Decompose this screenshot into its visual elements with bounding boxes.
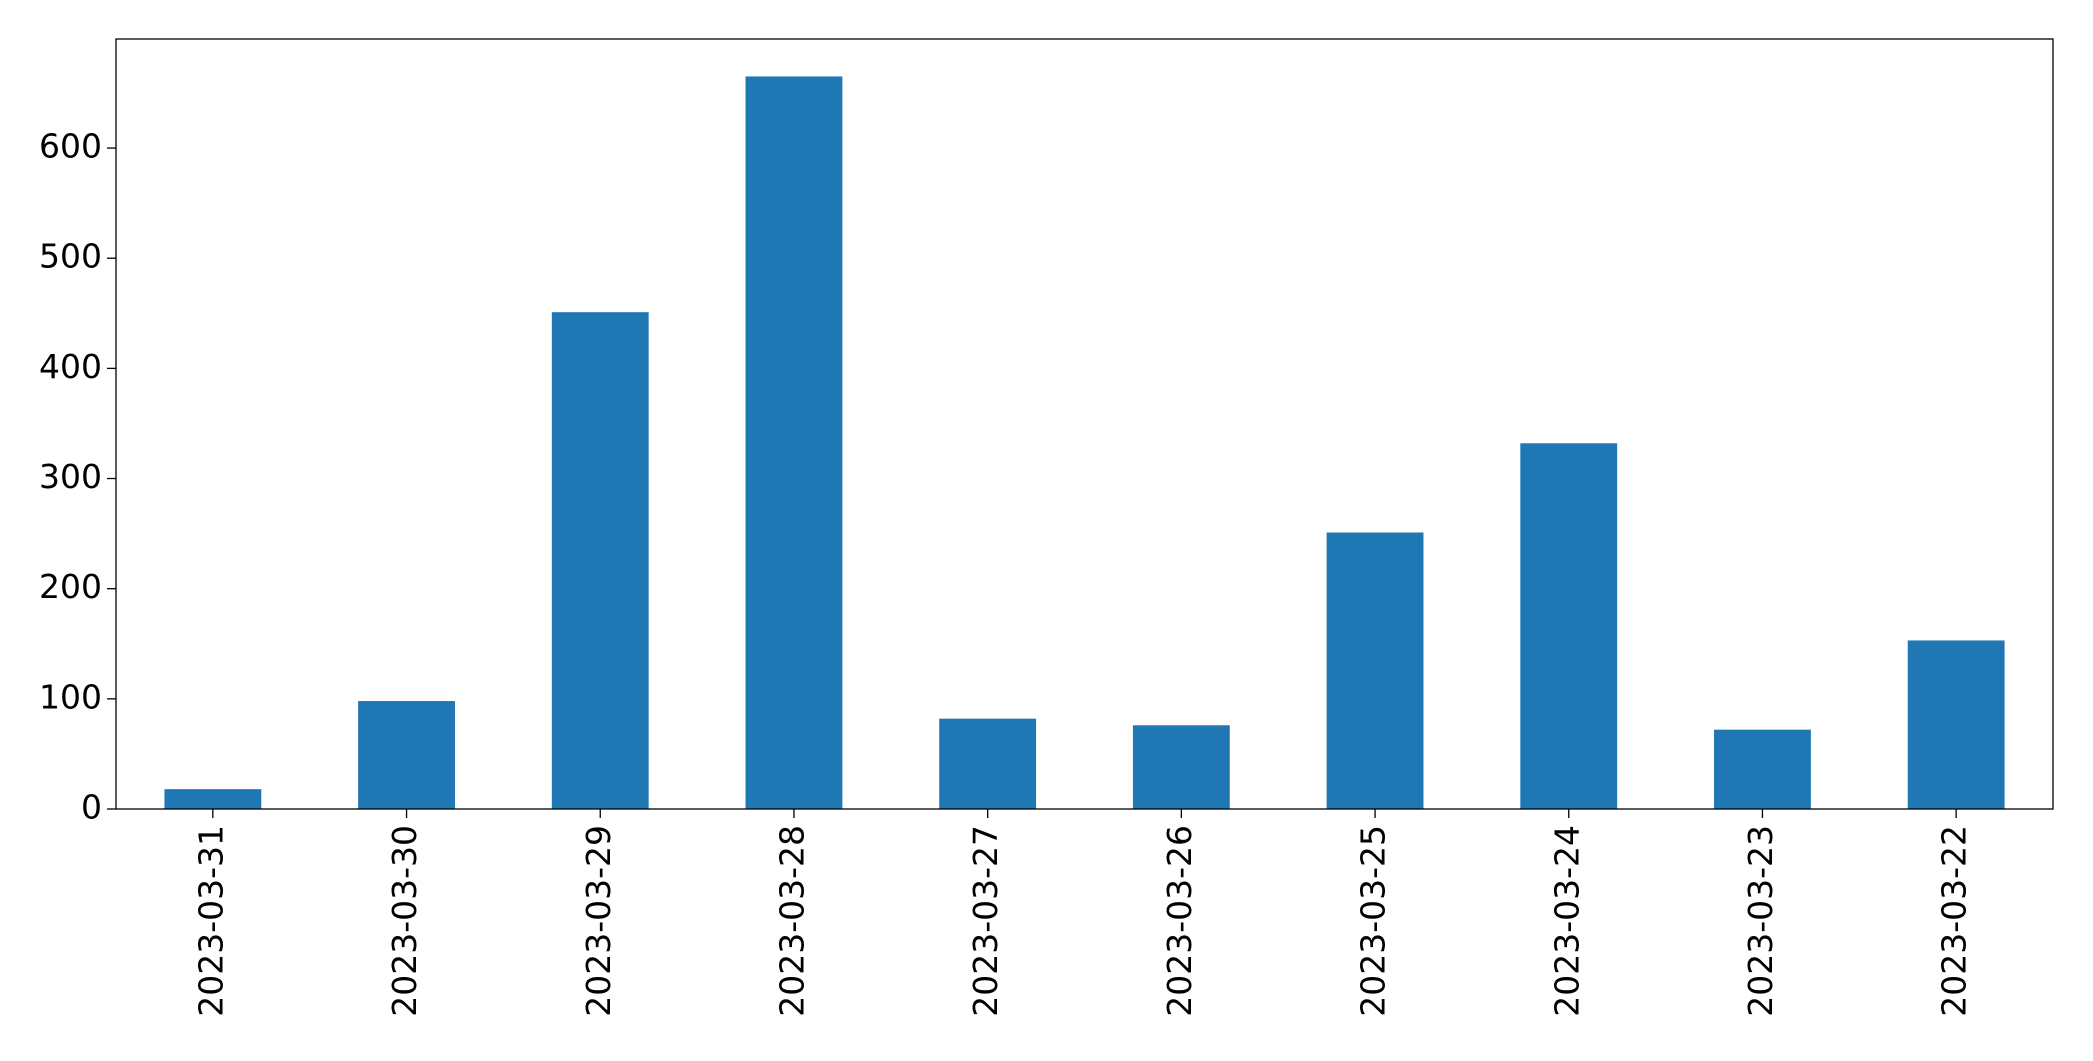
y-tick-label: 600 xyxy=(39,127,102,166)
y-tick-label: 400 xyxy=(39,347,102,386)
x-tick-label: 2023-03-25 xyxy=(1354,825,1393,1017)
x-tick-label: 2023-03-26 xyxy=(1160,825,1199,1017)
x-tick-label: 2023-03-29 xyxy=(579,825,618,1017)
bar xyxy=(551,312,649,809)
bar xyxy=(1132,725,1230,809)
x-tick-label: 2023-03-30 xyxy=(385,825,424,1017)
bar xyxy=(1907,640,2005,809)
bar xyxy=(939,718,1037,809)
x-tick-label: 2023-03-28 xyxy=(772,825,811,1017)
bar xyxy=(745,76,843,810)
bar xyxy=(1520,443,1618,809)
bar xyxy=(1714,729,1811,809)
bar xyxy=(1326,532,1424,809)
x-tick-label: 2023-03-24 xyxy=(1547,825,1586,1017)
x-tick-label: 2023-03-27 xyxy=(966,825,1005,1017)
y-tick-label: 100 xyxy=(39,677,102,716)
y-tick-label: 500 xyxy=(39,237,102,276)
y-tick-label: 300 xyxy=(39,457,102,496)
x-tick-label: 2023-03-23 xyxy=(1741,825,1780,1017)
x-tick-label: 2023-03-31 xyxy=(191,825,230,1017)
x-tick-label: 2023-03-22 xyxy=(1935,825,1974,1017)
bar xyxy=(358,701,455,809)
plot-frame xyxy=(115,38,2054,810)
bar xyxy=(164,789,262,809)
y-tick-label: 200 xyxy=(39,567,102,606)
y-tick-label: 0 xyxy=(81,788,102,827)
